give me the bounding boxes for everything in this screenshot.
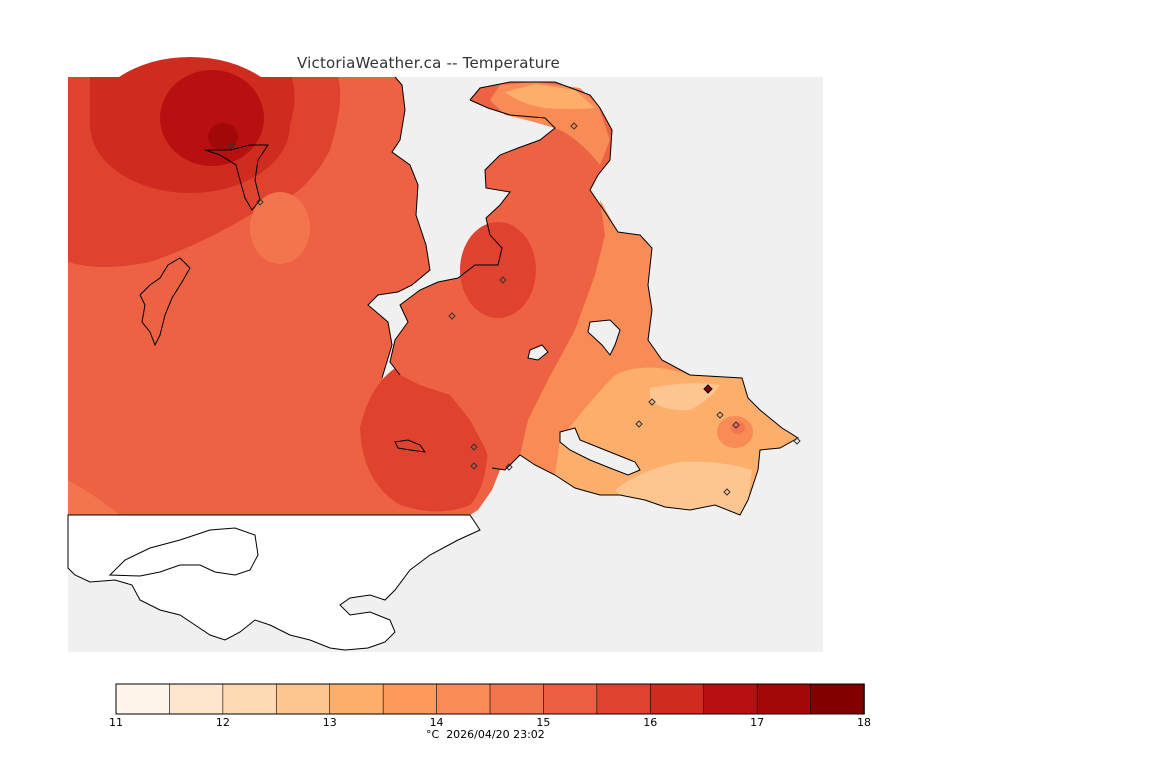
- island-east-2: [527, 344, 549, 361]
- contour-sw-light: [68, 480, 120, 515]
- colorbar-band: [169, 683, 224, 715]
- station-marker[interactable]: [648, 398, 656, 406]
- station-marker[interactable]: [793, 437, 801, 445]
- timestamp-label: 2026/04/20 23:02: [446, 728, 545, 741]
- station-marker[interactable]: [448, 312, 456, 320]
- contour-nw-3: [160, 70, 264, 166]
- south-water-inlet: [108, 527, 259, 577]
- colorbar-band: [436, 683, 491, 715]
- contour-east-3: [615, 461, 752, 515]
- station-marker[interactable]: [732, 421, 740, 429]
- station-markers: [227, 122, 801, 496]
- station-marker[interactable]: [470, 462, 478, 470]
- colorbar-band: [489, 683, 545, 715]
- lake-west: [139, 257, 191, 347]
- station-marker-highlight[interactable]: [703, 384, 713, 394]
- station-marker[interactable]: [570, 122, 578, 130]
- station-marker[interactable]: [635, 420, 643, 428]
- colorbar-band: [649, 683, 705, 715]
- colorbar-band: [382, 683, 438, 715]
- coastline-east: [389, 81, 799, 516]
- colorbar-band: [596, 683, 652, 715]
- colorbar-tick-label: 13: [323, 716, 337, 729]
- station-marker[interactable]: [499, 276, 507, 284]
- units-label: °C: [426, 728, 440, 741]
- colorbar-tick-label: 17: [750, 716, 764, 729]
- contour-east-hotspot-core: [731, 422, 745, 434]
- station-marker[interactable]: [256, 198, 264, 206]
- colorbar-ticks: 11 12 13 14 15 16 17 18: [109, 716, 871, 729]
- colorbar-band: [756, 683, 812, 715]
- colorbar-tick-label: 15: [536, 716, 550, 729]
- station-marker[interactable]: [227, 142, 235, 150]
- colorbar-tick-label: 14: [430, 716, 444, 729]
- colorbar-tick-label: 18: [857, 716, 871, 729]
- island-east-1: [587, 319, 621, 356]
- colorbar-band: [703, 683, 758, 715]
- contour-saanich-hot: [460, 222, 536, 318]
- colorbar-band: [543, 683, 598, 715]
- map-title: VictoriaWeather.ca -- Temperature: [297, 54, 560, 72]
- colorbar-tick-label: 12: [216, 716, 230, 729]
- units-timestamp: °C 2026/04/20 23:02: [426, 728, 545, 741]
- colorbar-frame: [115, 683, 865, 715]
- colorbar-band: [275, 683, 331, 715]
- colorbar-bands: [115, 683, 865, 715]
- colorbar-band: [329, 683, 384, 715]
- contour-cool-spot: [250, 192, 310, 264]
- station-marker[interactable]: [716, 411, 724, 419]
- colorbar-tick-label: 16: [643, 716, 657, 729]
- contour-north-cooler: [505, 84, 595, 109]
- colorbar-band: [222, 683, 278, 715]
- inlet-north: [204, 144, 269, 211]
- harbour-inlet: [559, 427, 641, 476]
- station-marker[interactable]: [470, 443, 478, 451]
- coastline-west: [367, 76, 431, 379]
- colorbar-band: [115, 683, 171, 715]
- colorbar-band: [810, 683, 865, 715]
- lake-south: [394, 439, 427, 453]
- colorbar-tick-label: 11: [109, 716, 123, 729]
- station-marker[interactable]: [723, 488, 731, 496]
- contour-east-3b: [650, 383, 720, 411]
- station-marker[interactable]: [505, 463, 513, 471]
